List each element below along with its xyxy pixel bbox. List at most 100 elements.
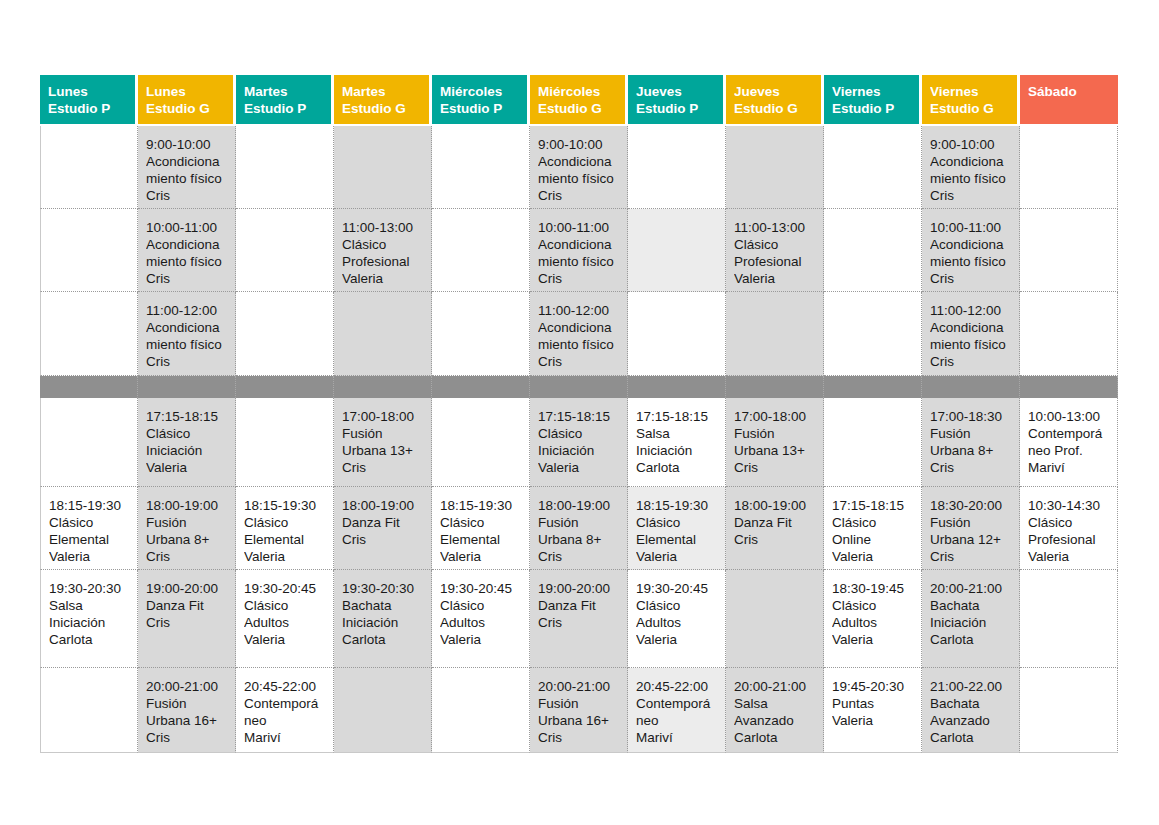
- class-time: 17:00-18:30: [930, 408, 1015, 425]
- class-detail: Urbana 8+: [538, 531, 623, 548]
- class-detail: Acondiciona: [538, 153, 623, 170]
- schedule-header: LunesEstudio PLunesEstudio GMartesEstudi…: [40, 75, 1118, 126]
- class-time: 18:30-19:45: [832, 580, 917, 597]
- class-detail: Clásico: [342, 236, 427, 253]
- class-detail: Mariví: [1028, 459, 1113, 476]
- class-detail: Clásico: [538, 425, 623, 442]
- class-detail: miento físico: [146, 336, 231, 353]
- schedule-cell: [824, 209, 922, 292]
- class-detail: Clásico: [832, 597, 917, 614]
- class-detail: Acondiciona: [930, 236, 1015, 253]
- class-detail: Cris: [342, 459, 427, 476]
- separator-cell: [432, 376, 530, 398]
- schedule-cell: 17:15-18:15ClásicoIniciaciónValeria: [530, 398, 628, 487]
- schedule-cell: 18:30-19:45ClásicoAdultosValeria: [824, 570, 922, 668]
- schedule-cell: 17:15-18:15ClásicoOnlineValeria: [824, 487, 922, 570]
- schedule-cell: [628, 126, 726, 209]
- schedule-cell: 18:00-19:00Danza FitCris: [726, 487, 824, 570]
- class-detail: Bachata: [930, 695, 1015, 712]
- header-line: Estudio G: [538, 100, 621, 117]
- class-detail: Valeria: [440, 631, 525, 648]
- header-row: LunesEstudio PLunesEstudio GMartesEstudi…: [40, 75, 1118, 126]
- separator-cell: [726, 376, 824, 398]
- class-detail: Cris: [930, 459, 1015, 476]
- schedule-cell: [726, 292, 824, 376]
- column-header-lunes-estudio-p: LunesEstudio P: [40, 75, 138, 126]
- header-line: Estudio G: [146, 100, 229, 117]
- class-detail: neo: [244, 712, 329, 729]
- class-detail: Mariví: [244, 729, 329, 746]
- class-time: 20:00-21:00: [930, 580, 1015, 597]
- schedule-cell: [236, 398, 334, 487]
- class-time: 11:00-12:00: [930, 302, 1015, 319]
- class-detail: miento físico: [538, 336, 623, 353]
- class-detail: Iniciación: [49, 614, 133, 631]
- schedule-cell: 10:00-11:00Acondicionamiento físicoCris: [530, 209, 628, 292]
- separator-cell: [40, 376, 138, 398]
- schedule-cell: 18:15-19:30ClásicoElementalValeria: [40, 487, 138, 570]
- separator-row: [40, 376, 1118, 398]
- header-line: Estudio P: [636, 100, 719, 117]
- schedule-cell: [1020, 209, 1118, 292]
- schedule-cell: 20:45-22:00ContemporáneoMariví: [236, 668, 334, 753]
- schedule-cell: 9:00-10:00Acondicionamiento físicoCris: [138, 126, 236, 209]
- class-time: 11:00-12:00: [146, 302, 231, 319]
- class-time: 17:15-18:15: [146, 408, 231, 425]
- schedule-cell: 18:15-19:30ClásicoElementalValeria: [236, 487, 334, 570]
- schedule-cell: 20:00-21:00FusiónUrbana 16+Cris: [530, 668, 628, 753]
- schedule-cell: 20:45-22:00ContemporáneoMariví: [628, 668, 726, 753]
- header-line: Viernes: [930, 83, 1013, 100]
- class-detail: Cris: [146, 548, 231, 565]
- class-time: 19:30-20:30: [49, 580, 133, 597]
- schedule-cell: 19:00-20:00Danza FitCris: [530, 570, 628, 668]
- class-detail: Cris: [930, 187, 1015, 204]
- schedule-row: 17:15-18:15ClásicoIniciaciónValeria17:00…: [40, 398, 1118, 487]
- class-detail: Iniciación: [146, 442, 231, 459]
- class-detail: Valeria: [538, 459, 623, 476]
- class-time: 18:15-19:30: [636, 497, 721, 514]
- page: LunesEstudio PLunesEstudio GMartesEstudi…: [0, 0, 1159, 825]
- column-header-sabado: Sábado: [1020, 75, 1118, 126]
- class-detail: Valeria: [636, 548, 721, 565]
- class-detail: Elemental: [49, 531, 133, 548]
- class-time: 19:30-20:45: [244, 580, 329, 597]
- class-time: 10:30-14:30: [1028, 497, 1113, 514]
- class-detail: Danza Fit: [734, 514, 819, 531]
- schedule-cell: [1020, 570, 1118, 668]
- schedule-cell: [432, 398, 530, 487]
- schedule-cell: 20:00-21:00SalsaAvanzadoCarlota: [726, 668, 824, 753]
- separator-cell: [824, 376, 922, 398]
- class-detail: Clásico: [832, 514, 917, 531]
- class-detail: Adultos: [244, 614, 329, 631]
- class-detail: Cris: [538, 548, 623, 565]
- class-detail: Danza Fit: [146, 597, 231, 614]
- column-header-martes-estudio-p: MartesEstudio P: [236, 75, 334, 126]
- schedule-cell: 9:00-10:00Acondicionamiento físicoCris: [922, 126, 1020, 209]
- class-time: 19:30-20:30: [342, 580, 427, 597]
- class-detail: Urbana 8+: [146, 531, 231, 548]
- class-time: 20:45-22:00: [244, 678, 329, 695]
- class-detail: Salsa: [49, 597, 133, 614]
- header-line: Martes: [342, 83, 425, 100]
- class-time: 19:00-20:00: [538, 580, 623, 597]
- class-time: 21:00-22.00: [930, 678, 1015, 695]
- class-detail: Iniciación: [342, 614, 427, 631]
- column-header-miercoles-estudio-g: MiércolesEstudio G: [530, 75, 628, 126]
- class-detail: Iniciación: [636, 442, 721, 459]
- class-detail: Elemental: [244, 531, 329, 548]
- class-detail: Danza Fit: [342, 514, 427, 531]
- class-time: 11:00-13:00: [734, 219, 819, 236]
- class-detail: Clásico: [440, 514, 525, 531]
- class-detail: Cris: [930, 548, 1015, 565]
- class-detail: Valeria: [342, 270, 427, 287]
- column-header-lunes-estudio-g: LunesEstudio G: [138, 75, 236, 126]
- class-detail: Urbana 16+: [146, 712, 231, 729]
- class-detail: miento físico: [538, 170, 623, 187]
- class-detail: Avanzado: [930, 712, 1015, 729]
- class-time: 11:00-12:00: [538, 302, 623, 319]
- class-detail: Fusión: [538, 514, 623, 531]
- class-detail: Valeria: [440, 548, 525, 565]
- schedule-row: 11:00-12:00Acondicionamiento físicoCris1…: [40, 292, 1118, 376]
- separator-cell: [334, 376, 432, 398]
- schedule-cell: 18:00-19:00FusiónUrbana 8+Cris: [138, 487, 236, 570]
